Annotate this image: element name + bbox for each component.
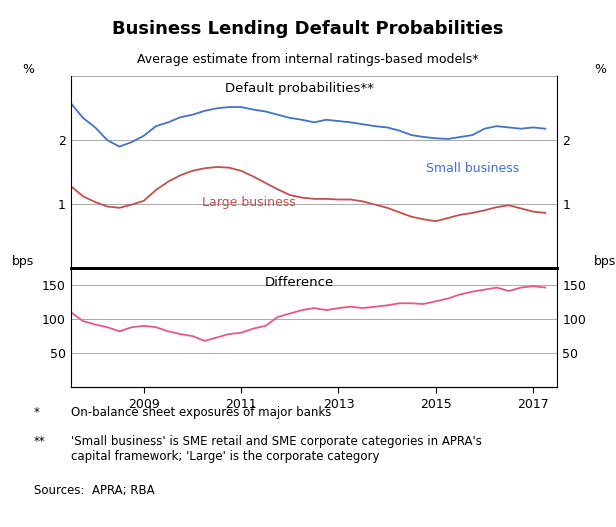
Text: %: % [594, 63, 606, 76]
Text: Difference: Difference [265, 276, 334, 289]
Text: **: ** [34, 435, 46, 448]
Text: bps: bps [12, 255, 34, 268]
Text: On-balance sheet exposures of major banks: On-balance sheet exposures of major bank… [71, 406, 331, 419]
Text: %: % [22, 63, 34, 76]
Text: 'Small business' is SME retail and SME corporate categories in APRA's
capital fr: 'Small business' is SME retail and SME c… [71, 435, 482, 463]
Text: bps: bps [594, 255, 616, 268]
Text: *: * [34, 406, 40, 419]
Text: Sources:  APRA; RBA: Sources: APRA; RBA [34, 484, 155, 497]
Text: Default probabilities**: Default probabilities** [225, 82, 374, 95]
Text: Business Lending Default Probabilities: Business Lending Default Probabilities [112, 20, 504, 38]
Text: Large business: Large business [202, 196, 296, 209]
Text: Average estimate from internal ratings-based models*: Average estimate from internal ratings-b… [137, 53, 479, 66]
Text: Small business: Small business [426, 162, 519, 175]
